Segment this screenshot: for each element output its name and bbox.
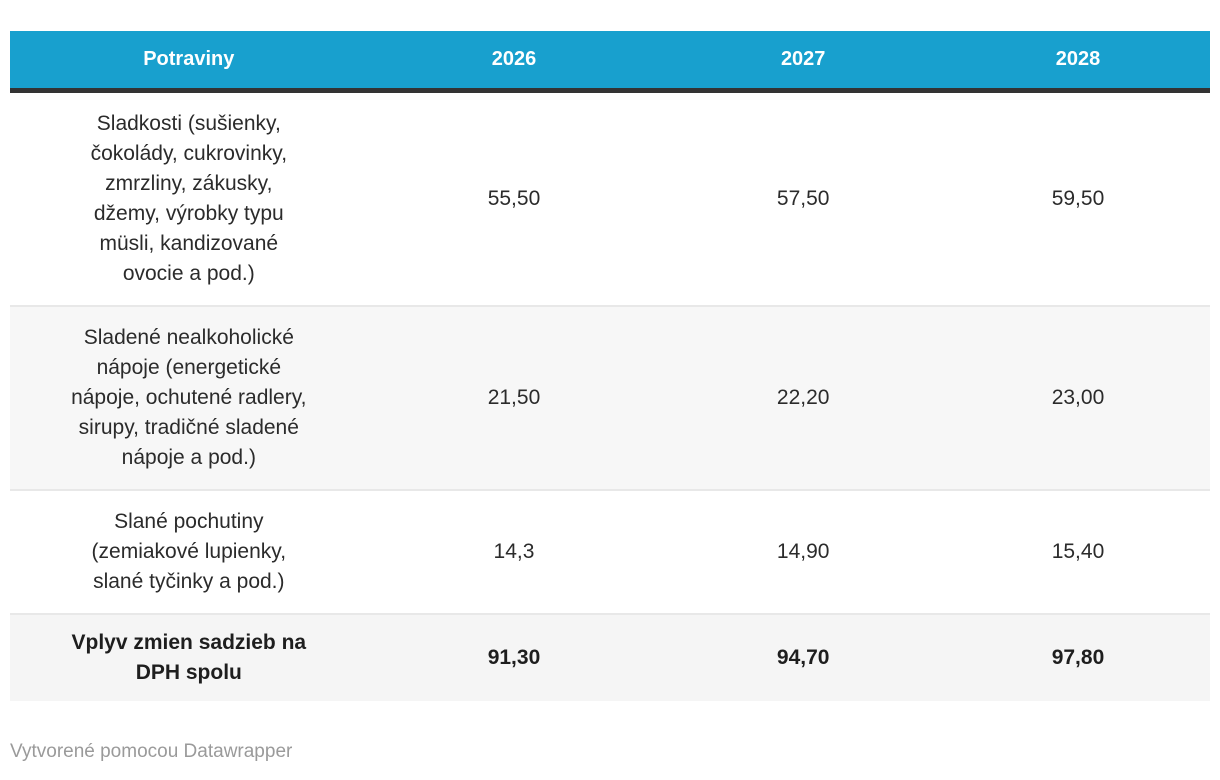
value-cell-2027: 94,70 (776, 646, 830, 669)
value-cell-2028: 23,00 (1051, 386, 1105, 409)
value-cell-2026: 14,3 (493, 540, 535, 563)
column-header-2028: 2028 (945, 31, 1210, 93)
value-cell-2027: 57,50 (776, 187, 830, 210)
datawrapper-attribution: Vytvorené pomocou Datawrapper (10, 741, 293, 762)
column-header-potraviny: Potraviny (10, 31, 368, 93)
value-cell-2026: 55,50 (487, 187, 541, 210)
header-row: Potraviny 2026 2027 2028 (10, 31, 1210, 93)
row-label: Sladkosti (sušienky, čokolády, cukrovink… (90, 112, 288, 285)
value-cell-2027: 14,90 (776, 540, 830, 563)
value-cell-2026: 21,50 (487, 386, 541, 409)
table-header: Potraviny 2026 2027 2028 (10, 31, 1210, 93)
column-header-2027: 2027 (660, 31, 946, 93)
row-label-total: Vplyv zmien sadzieb na DPH spolu (71, 631, 307, 684)
value-cell-2028: 15,40 (1051, 540, 1105, 563)
table-row-sladkosti: Sladkosti (sušienky, čokolády, cukrovink… (10, 90, 1210, 306)
column-header-2026: 2026 (367, 31, 661, 93)
table-row-total-dph: Vplyv zmien sadzieb na DPH spolu 91,30 9… (10, 614, 1210, 701)
table-body: Sladkosti (sušienky, čokolády, cukrovink… (10, 90, 1210, 701)
value-cell-2028: 97,80 (1051, 646, 1105, 669)
value-cell-2028: 59,50 (1051, 187, 1105, 210)
value-cell-2026: 91,30 (487, 646, 541, 669)
row-label: Sladené nealkoholické nápoje (energetick… (71, 326, 307, 469)
data-table: Potraviny 2026 2027 2028 Sladkosti (suši… (10, 31, 1210, 701)
table-row-sladene-napoje: Sladené nealkoholické nápoje (energetick… (10, 306, 1210, 490)
table-row-slane-pochutiny: Slané pochutiny (zemiakové lupienky, sla… (10, 490, 1210, 614)
value-cell-2027: 22,20 (776, 386, 830, 409)
row-label: Slané pochutiny (zemiakové lupienky, sla… (91, 510, 287, 593)
